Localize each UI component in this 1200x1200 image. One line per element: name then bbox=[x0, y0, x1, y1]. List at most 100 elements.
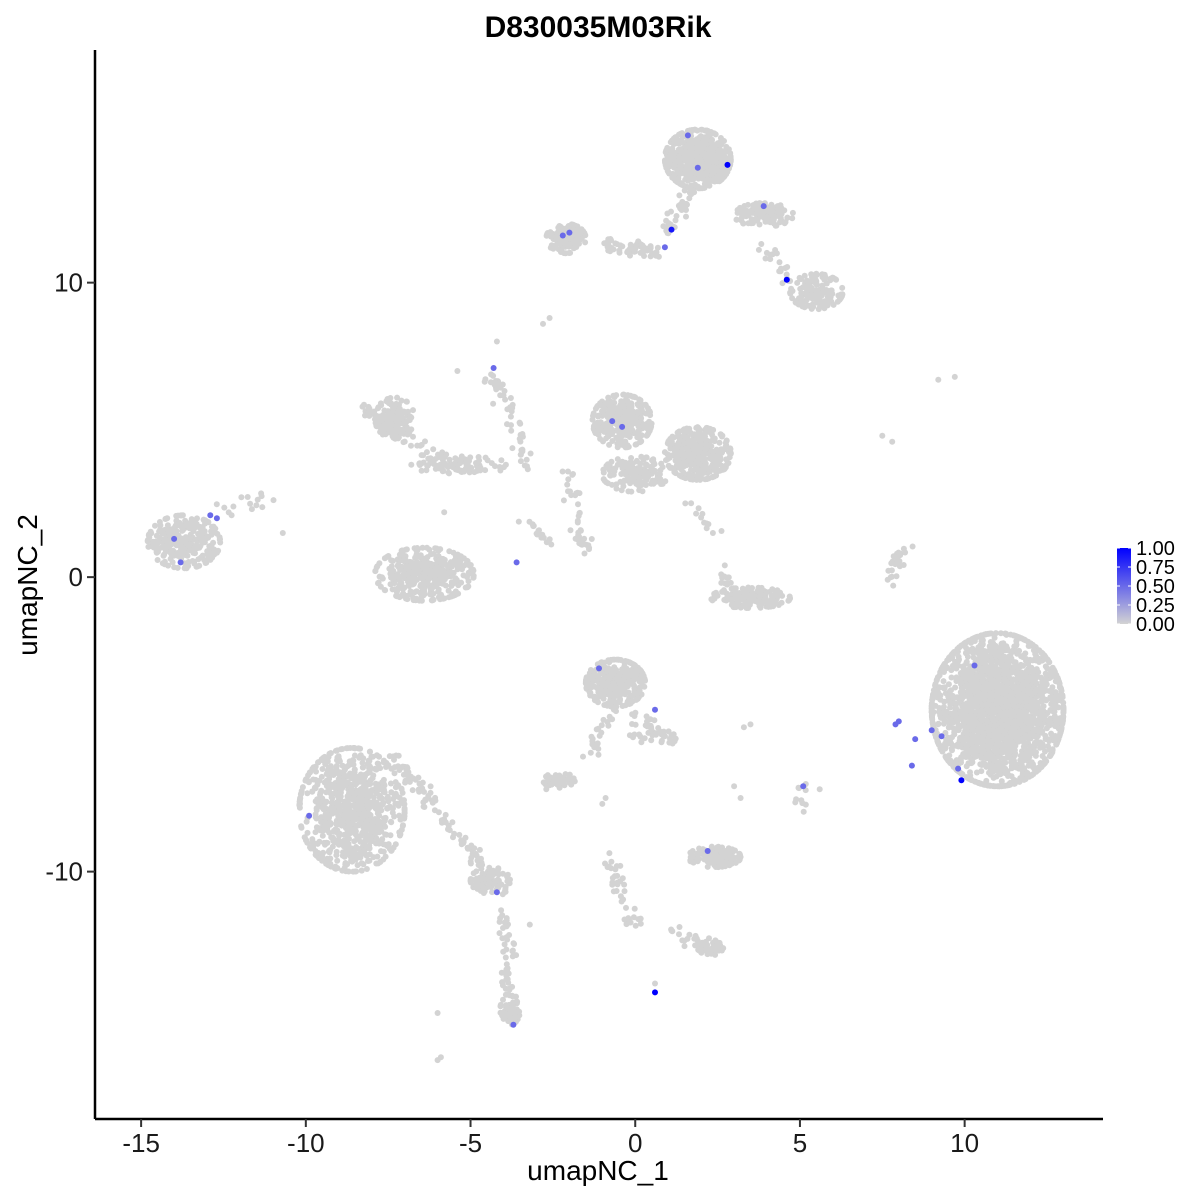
cell-point bbox=[980, 737, 987, 744]
cell-point bbox=[202, 517, 209, 524]
cell-point bbox=[388, 563, 395, 570]
cell-point bbox=[720, 153, 727, 160]
cell-point bbox=[1040, 703, 1047, 710]
cell-point bbox=[547, 233, 554, 240]
cell-point bbox=[428, 560, 435, 567]
cell-point bbox=[954, 646, 961, 652]
cell-point bbox=[995, 676, 1002, 683]
cell-point bbox=[961, 640, 968, 647]
cell-point bbox=[992, 663, 999, 670]
cell-point bbox=[839, 284, 846, 291]
cell-point bbox=[1035, 669, 1042, 676]
cell-point bbox=[682, 144, 689, 151]
cell-point bbox=[1004, 768, 1011, 775]
cell-point bbox=[935, 741, 942, 748]
cell-point bbox=[166, 530, 173, 537]
cell-point bbox=[669, 465, 676, 471]
cell-point bbox=[823, 288, 830, 295]
cell-point bbox=[832, 276, 839, 283]
cell-point bbox=[986, 769, 992, 776]
cell-point bbox=[557, 239, 564, 246]
cell-point bbox=[972, 778, 979, 785]
cell-point bbox=[973, 704, 980, 710]
cell-point bbox=[996, 759, 1003, 766]
cell-point bbox=[625, 443, 632, 450]
cell-point bbox=[145, 543, 152, 550]
cell-point bbox=[145, 532, 152, 539]
cell-point bbox=[1048, 730, 1055, 737]
cell-point bbox=[1008, 713, 1015, 720]
cell-point bbox=[941, 698, 948, 705]
cell-point bbox=[1039, 753, 1046, 759]
cell-point bbox=[645, 409, 652, 416]
cell-point bbox=[404, 563, 411, 570]
cell-point bbox=[1013, 641, 1020, 648]
cell-point bbox=[185, 563, 192, 569]
cell-point bbox=[992, 722, 998, 729]
cell-point bbox=[646, 418, 653, 425]
cell-point bbox=[682, 157, 689, 164]
cell-point bbox=[387, 570, 394, 577]
cell-point bbox=[454, 551, 461, 558]
cell-point bbox=[953, 678, 960, 684]
cell-point bbox=[1025, 643, 1032, 649]
cell-point bbox=[932, 681, 939, 688]
cell-point bbox=[964, 649, 971, 656]
cell-point bbox=[1003, 645, 1010, 652]
cell-point bbox=[636, 409, 643, 416]
cell-point bbox=[776, 213, 783, 220]
background-points-layer bbox=[144, 126, 1067, 1064]
cell-point bbox=[437, 560, 444, 567]
cell-point bbox=[699, 175, 706, 182]
cell-point bbox=[613, 392, 620, 399]
cell-point bbox=[991, 755, 998, 762]
cell-point bbox=[613, 434, 620, 441]
cell-point bbox=[664, 451, 671, 458]
cell-point bbox=[390, 557, 396, 564]
cell-point bbox=[590, 412, 596, 419]
cell-point bbox=[745, 201, 751, 208]
cell-point bbox=[949, 747, 955, 754]
cell-point bbox=[823, 280, 830, 287]
cell-point bbox=[694, 154, 701, 161]
cell-point bbox=[669, 174, 676, 181]
cell-point bbox=[1023, 656, 1030, 662]
cell-point bbox=[969, 636, 975, 643]
cell-point bbox=[393, 593, 400, 600]
cell-point bbox=[928, 702, 935, 709]
cell-point bbox=[983, 763, 990, 770]
cell-point bbox=[759, 213, 766, 220]
cell-point bbox=[706, 468, 713, 475]
cell-point bbox=[385, 553, 392, 559]
cell-point bbox=[1020, 715, 1027, 722]
cell-point bbox=[815, 306, 822, 313]
cell-point bbox=[970, 654, 977, 661]
cell-point bbox=[179, 546, 186, 553]
cell-point bbox=[815, 298, 822, 305]
cell-point bbox=[929, 711, 936, 718]
cell-point bbox=[970, 719, 976, 726]
cell-point bbox=[671, 434, 677, 441]
cell-point bbox=[717, 456, 724, 463]
cell-point bbox=[1039, 678, 1046, 685]
cell-point bbox=[809, 304, 816, 311]
cell-point bbox=[417, 581, 424, 588]
cell-point bbox=[958, 679, 965, 686]
cell-point bbox=[699, 185, 706, 192]
cell-point bbox=[704, 160, 711, 166]
cell-point bbox=[721, 465, 728, 472]
cell-point bbox=[571, 241, 578, 248]
cell-point bbox=[1045, 717, 1052, 724]
cell-point bbox=[674, 443, 681, 450]
cell-point bbox=[738, 205, 745, 212]
cell-point bbox=[395, 408, 402, 415]
cell-point bbox=[968, 740, 975, 747]
cell-point bbox=[1040, 744, 1046, 751]
cell-point bbox=[975, 644, 982, 651]
cell-point bbox=[808, 287, 815, 294]
cell-point bbox=[676, 472, 683, 479]
cell-point bbox=[716, 439, 723, 446]
cell-point bbox=[792, 299, 799, 306]
cell-point bbox=[940, 678, 947, 685]
cell-point bbox=[156, 519, 163, 525]
